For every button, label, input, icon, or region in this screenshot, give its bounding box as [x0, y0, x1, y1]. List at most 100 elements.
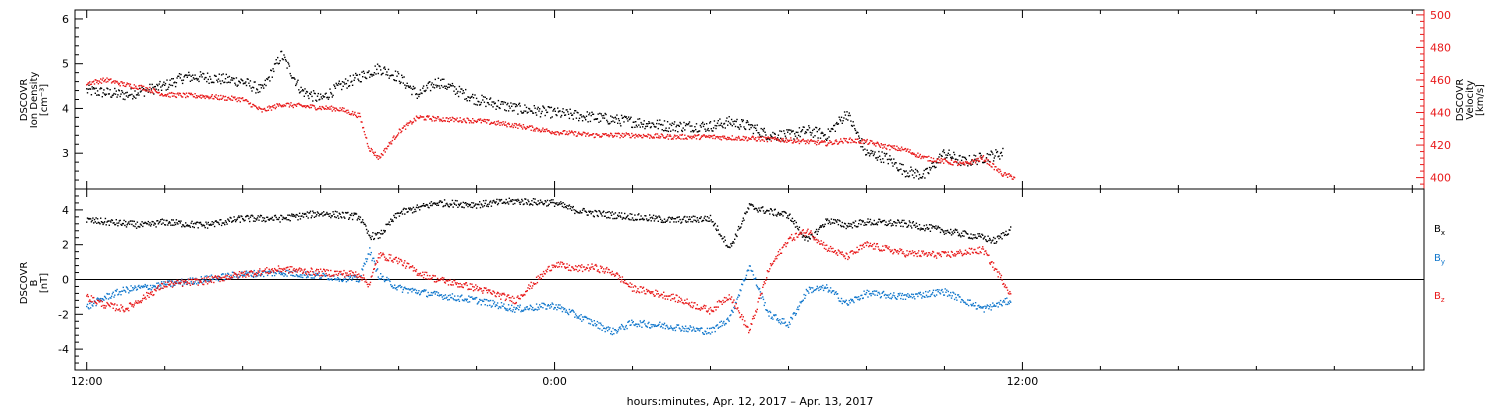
- series-bx-point: [591, 211, 593, 213]
- series-by-point: [360, 275, 362, 277]
- density-series-point: [142, 88, 145, 90]
- velocity-series-point: [621, 132, 624, 135]
- density-series-point: [736, 118, 738, 121]
- density-series-point: [787, 131, 789, 133]
- series-bx-point: [450, 203, 453, 206]
- velocity-series-point: [667, 138, 670, 140]
- series-bx-point: [270, 217, 272, 220]
- series-by-point: [306, 275, 309, 277]
- series-by-point: [365, 260, 368, 263]
- velocity-series-point: [351, 110, 354, 113]
- series-by-point: [244, 274, 246, 276]
- series-by-point: [103, 295, 106, 298]
- series-bx-point: [143, 222, 146, 224]
- series-bx-point: [772, 213, 774, 216]
- series-bx-point: [153, 222, 156, 224]
- velocity-series-point: [996, 169, 998, 171]
- series-bx-point: [211, 221, 213, 223]
- series-bx-point: [733, 242, 735, 244]
- series-bx-point: [363, 223, 365, 225]
- series-bx-point: [284, 218, 287, 220]
- density-series-point: [475, 97, 478, 100]
- series-by-point: [335, 278, 337, 280]
- density-series-point: [460, 88, 462, 90]
- series-by-point: [278, 272, 280, 275]
- series-by-point: [743, 280, 745, 282]
- series-bx-point: [839, 220, 841, 222]
- series-by-point: [613, 333, 615, 335]
- velocity-series-point: [274, 107, 277, 110]
- series-by-point: [469, 296, 471, 298]
- series-by-point: [746, 270, 748, 272]
- series-bx-point: [622, 216, 624, 219]
- density-series-point: [518, 103, 520, 106]
- velocity-series-point: [840, 138, 842, 140]
- series-bx-point: [909, 221, 911, 224]
- velocity-series-point: [607, 134, 610, 136]
- velocity-series-point: [534, 130, 536, 132]
- series-by-point: [653, 325, 656, 328]
- series-by-point: [565, 309, 567, 311]
- series-by-point: [767, 311, 769, 313]
- density-series-point: [404, 84, 406, 86]
- series-by-point: [802, 299, 804, 301]
- density-series-point: [254, 81, 256, 83]
- density-series-point: [926, 167, 928, 170]
- series-by-point: [920, 294, 922, 296]
- series-by-point: [348, 275, 350, 278]
- velocity-series-point: [245, 99, 248, 101]
- series-by-point: [739, 289, 741, 291]
- velocity-series-point: [790, 137, 792, 139]
- velocity-series-point: [656, 133, 659, 135]
- velocity-series-point: [491, 122, 493, 124]
- velocity-series-point: [153, 88, 156, 91]
- series-by-point: [1009, 300, 1011, 302]
- series-by-point: [154, 285, 156, 288]
- series-by-point: [976, 308, 978, 310]
- series-bx-point: [573, 209, 575, 211]
- velocity-series-point: [595, 133, 597, 135]
- series-by-point: [443, 295, 445, 297]
- velocity-series-point: [602, 133, 604, 135]
- series-by-point: [380, 273, 382, 275]
- series-bz-point: [144, 296, 146, 298]
- density-series-point: [541, 110, 543, 113]
- series-by-point: [871, 292, 873, 295]
- series-bx-point: [758, 209, 761, 211]
- density-series-point: [304, 88, 306, 90]
- series-bx-point: [983, 237, 985, 239]
- density-series-point: [363, 72, 365, 74]
- series-bx-point: [828, 219, 830, 222]
- velocity-series-point: [326, 106, 329, 109]
- series-by-point: [543, 303, 546, 305]
- series-bx-point: [224, 220, 227, 222]
- series-by-point: [982, 307, 984, 309]
- series-by-point: [574, 316, 576, 318]
- velocity-series-point: [919, 153, 921, 156]
- density-series-point: [206, 80, 208, 83]
- series-bx-point: [825, 218, 827, 220]
- density-series-point: [604, 112, 606, 115]
- series-by-point: [810, 287, 812, 289]
- density-series-point: [639, 126, 641, 128]
- series-by-point: [838, 300, 840, 302]
- series-by-point: [729, 314, 731, 317]
- velocity-series-point: [884, 143, 886, 146]
- series-by-point: [858, 296, 860, 298]
- series-by-point: [136, 288, 139, 290]
- density-series-point: [642, 126, 644, 128]
- velocity-series-point: [860, 142, 862, 144]
- density-series-point: [256, 89, 259, 91]
- series-by-point: [312, 277, 314, 279]
- velocity-series-point: [683, 138, 685, 140]
- series-by-point: [289, 271, 291, 273]
- velocity-series-point: [865, 140, 868, 142]
- series-bx-point: [928, 227, 930, 230]
- density-series-point: [466, 100, 468, 102]
- velocity-series-point: [148, 90, 150, 93]
- series-by-point: [974, 305, 976, 307]
- velocity-series-point: [516, 124, 518, 126]
- series-bx-point: [168, 221, 171, 223]
- velocity-series-point: [551, 130, 553, 133]
- velocity-series-point: [298, 103, 301, 106]
